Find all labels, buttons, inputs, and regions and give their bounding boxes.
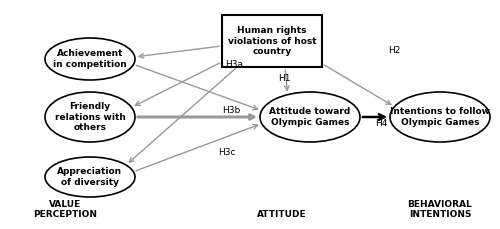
FancyBboxPatch shape [222,15,322,67]
Ellipse shape [45,92,135,142]
Text: VALUE
PERCEPTION: VALUE PERCEPTION [33,200,97,219]
Text: H3a: H3a [225,60,243,69]
Text: Achievement
in competition: Achievement in competition [53,49,127,69]
Text: Intentions to follow
Olympic Games: Intentions to follow Olympic Games [390,107,490,127]
Ellipse shape [45,157,135,197]
Text: ATTITUDE: ATTITUDE [257,210,307,219]
Text: Friendly
relations with
others: Friendly relations with others [54,102,126,132]
Text: H3c: H3c [218,148,236,157]
Text: BEHAVIORAL
INTENTIONS: BEHAVIORAL INTENTIONS [408,200,472,219]
Text: Appreciation
of diversity: Appreciation of diversity [58,167,122,187]
Ellipse shape [260,92,360,142]
Text: Attitude toward
Olympic Games: Attitude toward Olympic Games [270,107,350,127]
Text: H2: H2 [388,46,400,55]
Text: H4: H4 [375,119,388,128]
Text: H3b: H3b [222,106,240,115]
Text: H1: H1 [278,74,290,83]
Ellipse shape [45,38,135,80]
Ellipse shape [390,92,490,142]
Text: Human rights
violations of host
country: Human rights violations of host country [228,26,316,56]
